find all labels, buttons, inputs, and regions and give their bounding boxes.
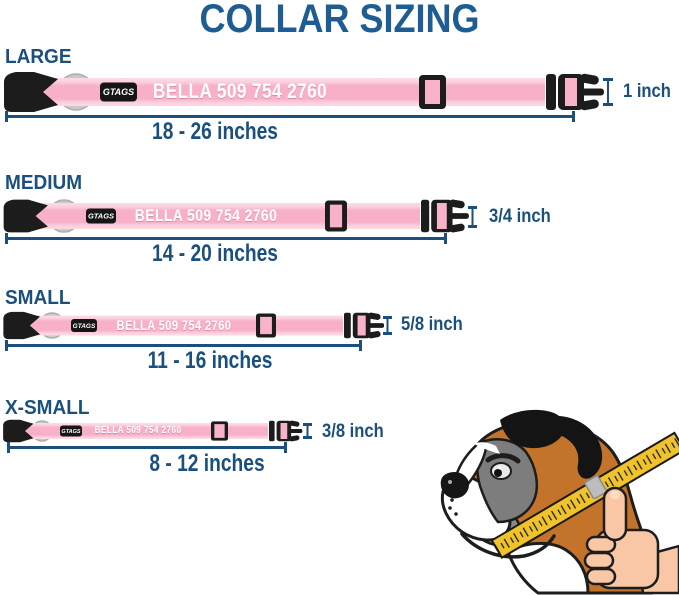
whisker-dot — [450, 498, 454, 502]
brand-tag — [71, 319, 97, 332]
length-label-medium: 14 - 20 inches — [152, 240, 278, 267]
collar-graphic-xsmall: GTAGS — [3, 419, 303, 443]
brand-tag — [60, 425, 82, 437]
dog-jaw-line — [460, 532, 556, 559]
length-label-small: 11 - 16 inches — [147, 347, 273, 374]
slider-window — [214, 424, 225, 438]
width-label-xsmall: 3/8 inch — [322, 420, 384, 442]
buckle-bottom-prong — [288, 435, 300, 442]
brand-tag — [86, 208, 116, 224]
collar-graphic-medium: GTAGS — [3, 199, 469, 233]
tape-end-clip — [584, 475, 607, 500]
size-label-large: LARGE — [5, 46, 72, 68]
dog-ear — [500, 409, 565, 449]
personalized-name-text: BELLA 509 754 2760 — [134, 206, 278, 225]
folded-finger — [585, 567, 617, 586]
buckle-window — [280, 423, 288, 439]
head-highlight — [474, 442, 500, 454]
buckle-center-prong — [580, 88, 604, 96]
nose-highlight — [448, 480, 452, 484]
collar-left-buckle — [3, 311, 41, 340]
collar-buckle-bar — [546, 74, 556, 110]
size-label-medium: MEDIUM — [5, 172, 83, 194]
dog-brow — [485, 453, 521, 464]
collar-left-buckle — [3, 199, 48, 233]
width-bracket-medium — [468, 206, 477, 228]
dog-pupil — [494, 469, 502, 477]
buckle-top-prong — [580, 73, 599, 85]
length-line-xsmall — [7, 442, 287, 453]
buckle-center-prong — [449, 213, 469, 219]
buckle-window — [357, 315, 366, 336]
dog-nose — [440, 472, 469, 499]
buckle-window — [436, 203, 447, 229]
eye-highlight — [498, 466, 502, 470]
collar-buckle-bar — [344, 312, 351, 339]
buckle-bottom-prong — [367, 331, 381, 339]
brand-tag-label: GTAGS — [61, 429, 80, 435]
whisker-dot — [454, 512, 458, 516]
buckle-bottom-prong — [580, 99, 599, 111]
width-bracket-xsmall — [303, 423, 312, 439]
length-label-xsmall: 8 - 12 inches — [149, 450, 265, 477]
slider-window — [329, 204, 343, 228]
measuring-tape — [490, 431, 679, 560]
slider-window — [260, 316, 272, 335]
length-line-large — [5, 111, 575, 122]
size-label-small: SMALL — [5, 287, 71, 309]
buckle-bottom-prong — [449, 223, 465, 233]
personalized-name-text: BELLA 509 754 2760 — [94, 424, 182, 436]
width-bracket-large — [603, 78, 613, 106]
whisker-dot — [448, 506, 452, 510]
brand-tag-label: GTAGS — [73, 323, 96, 330]
brand-tag — [100, 82, 137, 102]
width-label-small: 5/8 inch — [401, 313, 463, 335]
slider-window — [425, 80, 440, 104]
dog-neck-measuring-tape-icon — [440, 409, 679, 595]
width-label-large: 1 inch — [623, 80, 671, 102]
collar-buckle-bar — [269, 420, 275, 442]
buckle-center-prong — [367, 323, 385, 328]
collar-graphic-large: GTAGS — [4, 72, 604, 112]
buckle-top-prong — [367, 312, 381, 320]
dog-ear-back — [550, 415, 603, 479]
fingernail — [610, 490, 620, 500]
length-line-small — [5, 340, 362, 351]
page-title: COLLAR SIZING — [199, 0, 480, 41]
folded-finger — [583, 551, 615, 570]
buckle-top-prong — [288, 420, 300, 427]
size-label-xsmall: X-SMALL — [5, 397, 90, 419]
collar-graphic-small: GTAGS — [3, 311, 385, 340]
buckle-center-prong — [288, 429, 303, 433]
hand — [583, 486, 679, 595]
index-finger — [602, 486, 628, 542]
brand-tag-label: GTAGS — [103, 87, 134, 97]
personalized-name-text: BELLA 509 754 2760 — [116, 317, 232, 333]
length-line-medium — [5, 233, 447, 244]
brand-tag-label: GTAGS — [88, 212, 114, 221]
length-label-large: 18 - 26 inches — [152, 118, 278, 145]
collar-left-buckle — [4, 72, 58, 112]
collar-left-buckle — [3, 419, 34, 443]
width-bracket-small — [383, 316, 392, 335]
width-label-medium: 3/4 inch — [489, 205, 551, 227]
buckle-top-prong — [449, 199, 465, 209]
personalized-name-text: BELLA 509 754 2760 — [152, 80, 328, 103]
buckle-window — [565, 78, 577, 106]
collar-buckle-bar — [421, 199, 430, 233]
